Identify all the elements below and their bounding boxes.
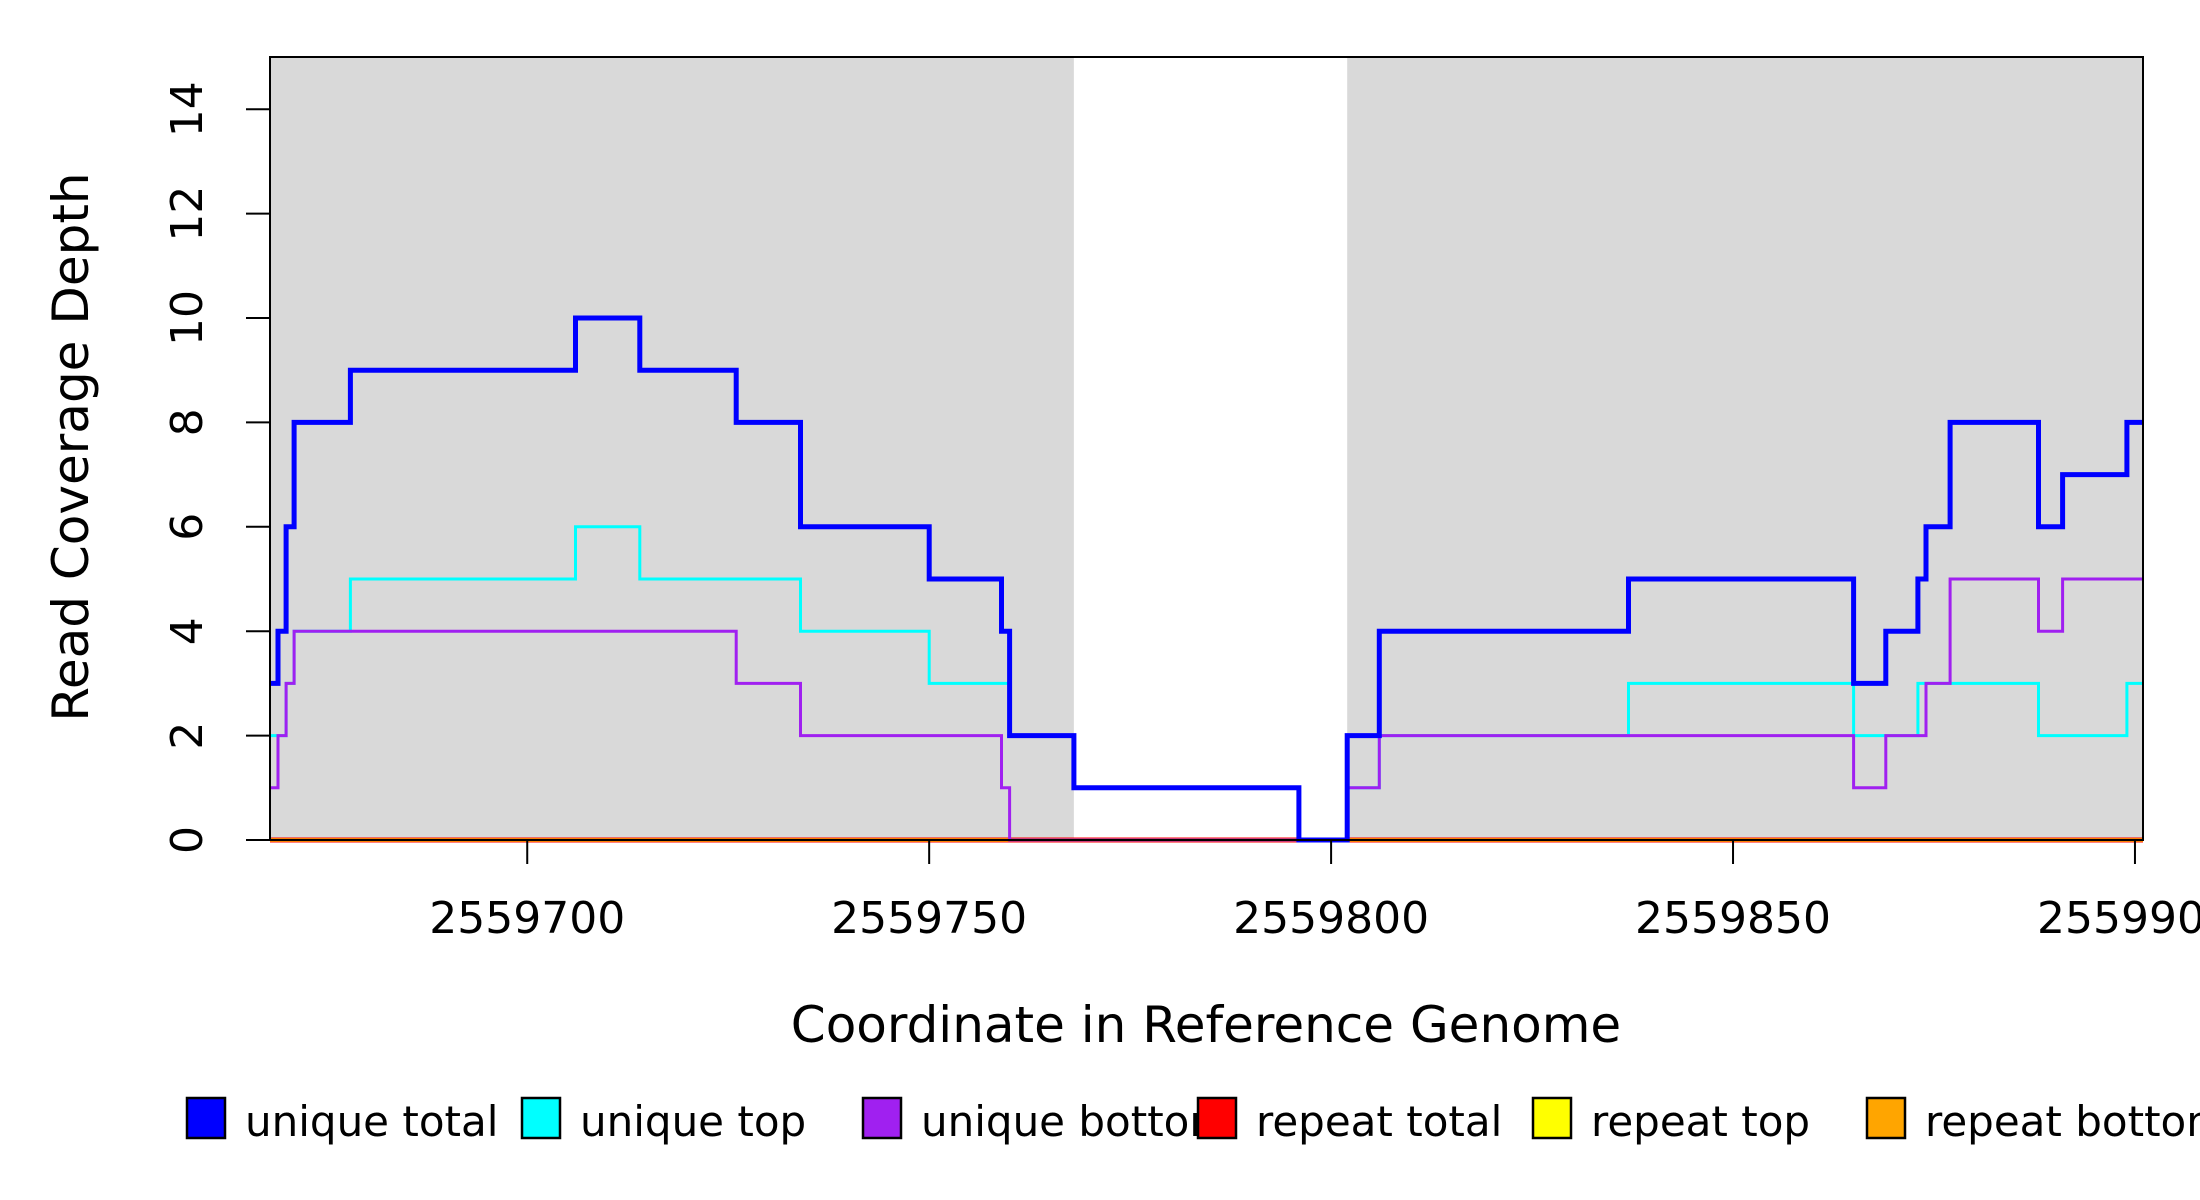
y-axis-tick-label: 10 (162, 290, 213, 346)
x-axis-tick-label: 2559850 (1635, 893, 1831, 944)
x-axis-tick-label: 2559750 (831, 893, 1027, 944)
y-axis-tick-label: 0 (162, 826, 213, 854)
y-axis-title: Read Coverage Depth (42, 172, 100, 721)
legend-swatch-unique-bottom (861, 1096, 903, 1140)
legend-label-unique-total: unique total (245, 1097, 498, 1146)
y-axis-tick-label: 12 (162, 186, 213, 242)
legend: unique total unique top unique bottom repea… (185, 1096, 2200, 1146)
repeat-region-shading (270, 57, 2143, 840)
series-line-unique-total (270, 315, 2143, 843)
legend-swatch-repeat-bottom (1865, 1096, 1907, 1140)
legend-swatch-repeat-total (1196, 1096, 1238, 1140)
legend-label-unique-bottom: unique bottom (921, 1097, 1230, 1146)
legend-swatch-unique-top (520, 1096, 562, 1140)
y-axis-tick-label: 6 (162, 513, 213, 541)
repeat-region-band (270, 57, 1074, 840)
y-axis-tick-label: 4 (162, 617, 213, 645)
legend-label-repeat-bottom: repeat bottom (1925, 1097, 2200, 1146)
repeat-region-band (1347, 57, 2143, 840)
plot-border-box (269, 56, 2144, 841)
axes: 0 2 4 6 8 10 12 14 2559700 2559750 2559800 2559850 2… (162, 81, 2200, 944)
y-axis-tick-label: 14 (162, 81, 213, 137)
y-axis-tick-label: 8 (162, 408, 213, 436)
x-axis-tick-label: 2559700 (429, 893, 625, 944)
legend-label-unique-top: unique top (580, 1097, 806, 1146)
legend-swatch-repeat-top (1531, 1096, 1573, 1140)
x-axis-title: Coordinate in Reference Genome (791, 996, 1621, 1054)
x-axis-tick-label: 2559800 (1233, 893, 1429, 944)
plot-border (269, 56, 2144, 841)
legend-label-repeat-total: repeat total (1256, 1097, 1502, 1146)
y-axis-tick-label: 2 (162, 722, 213, 750)
x-axis-tick-label: 2559900 (2037, 893, 2200, 944)
legend-swatch-unique-total (185, 1096, 227, 1140)
legend-label-repeat-top: repeat top (1591, 1097, 1810, 1146)
